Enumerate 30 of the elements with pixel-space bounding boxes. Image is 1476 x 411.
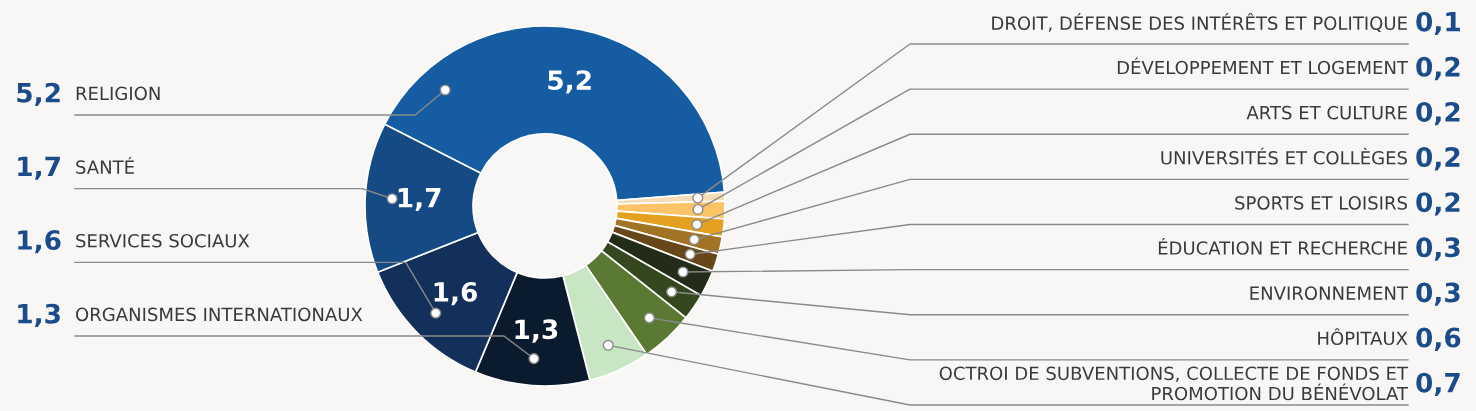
text: 5,2 <box>17 82 60 107</box>
text: 1,3 <box>18 303 60 328</box>
slice-label: SPORTS ET LOISIRS <box>1235 196 1407 210</box>
slice-label: ÉDUCATION ET RECHERCHE <box>1158 237 1407 255</box>
data-label: 1,6 <box>18 230 61 254</box>
text: 1,6 <box>434 281 477 306</box>
data-label: 0,2 <box>1416 147 1460 171</box>
slice-label: DROIT, DÉFENSE DES INTÉRÊTS ET POLITIQUE <box>992 13 1407 33</box>
data-label: 0,2 <box>1416 56 1460 81</box>
slice-label: ARTS ET CULTURE <box>1246 105 1407 120</box>
data-label: 5,2 <box>548 70 591 94</box>
text: 1,7 <box>18 156 60 180</box>
slice-label: OCTROI DE SUBVENTIONS, COLLECTE DE FONDS ET PROMOTION DU BÉNÉVOLAT <box>939 366 1409 401</box>
slice-label: SANTÉ <box>76 156 134 174</box>
slice-label: SERVICES SOCIAUX <box>76 233 250 248</box>
slice-label: RELIGION <box>76 86 160 101</box>
data-label: 1,7 <box>398 188 441 212</box>
data-label: 0,1 <box>1416 11 1460 36</box>
data-label: 0,2 <box>1416 101 1460 126</box>
slice-label: DÉVELOPPEMENT ET LOGEMENT <box>1117 57 1409 75</box>
slice-label: ENVIRONNEMENT <box>1250 286 1409 300</box>
data-label: 0,3 <box>1416 237 1460 261</box>
data-label: 0,7 <box>1416 372 1460 397</box>
data-label: 1,3 <box>515 319 558 343</box>
slice-label: UNIVERSITÉS ET COLLÈGES <box>1161 147 1407 165</box>
slice-label: HÔPITAUX <box>1318 328 1408 346</box>
data-label: 0,2 <box>1416 192 1460 216</box>
data-label: 0,6 <box>1416 327 1461 351</box>
data-label: 0,3 <box>1416 282 1460 306</box>
slice-label: ORGANISMES INTERNATIONAUX <box>76 307 363 322</box>
